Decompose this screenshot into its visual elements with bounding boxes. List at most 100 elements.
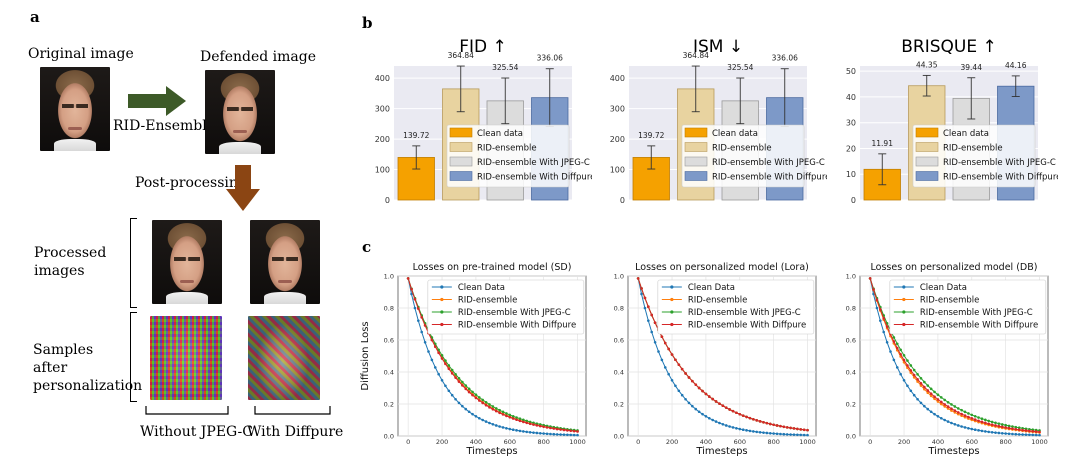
bar-value-label: 11.91 — [872, 139, 894, 148]
legend-marker — [902, 310, 906, 314]
series-point — [576, 430, 579, 433]
series-point — [525, 419, 529, 423]
series-point — [1000, 431, 1004, 435]
series-point — [895, 366, 899, 369]
series-point — [1014, 425, 1018, 429]
series-point — [950, 407, 953, 410]
series-point — [447, 364, 451, 367]
series-point — [694, 407, 698, 411]
y-tick-label: 0.0 — [846, 433, 856, 441]
series-point — [1014, 427, 1018, 431]
series-point — [694, 383, 698, 386]
y-tick-label: 0.4 — [846, 369, 856, 377]
bar-value-label: 139.72 — [638, 131, 664, 140]
series-point — [990, 430, 994, 434]
series-point — [647, 319, 650, 322]
series-point — [714, 400, 718, 403]
series-point — [1004, 432, 1007, 435]
series-point — [984, 421, 987, 425]
series-point — [650, 330, 654, 334]
legend-swatch — [449, 127, 473, 138]
series-point — [735, 411, 738, 415]
series-point — [674, 358, 677, 362]
series-point — [902, 354, 906, 357]
defended-face-image — [205, 70, 275, 154]
series-point — [882, 317, 886, 320]
series-point — [926, 391, 930, 395]
series-point — [704, 392, 708, 396]
series-point — [440, 357, 444, 360]
x-tick-label: 0 — [406, 438, 410, 446]
series-point — [1017, 426, 1021, 430]
legend-marker — [440, 297, 444, 302]
series-point — [936, 415, 940, 418]
series-point — [990, 420, 994, 424]
legend-marker — [902, 297, 906, 302]
series-point — [562, 433, 566, 436]
y-tick-label: 200 — [610, 135, 625, 144]
series-point — [552, 427, 556, 430]
chart-title: Losses on personalized model (DB) — [871, 262, 1038, 273]
series-point — [515, 429, 518, 432]
series-point — [498, 411, 501, 415]
series-point — [789, 426, 792, 430]
series-point — [1000, 425, 1004, 429]
series-point — [481, 418, 484, 422]
legend-label: RID-ensemble With JPEG-C — [688, 308, 801, 318]
processed-images-bracket — [130, 218, 137, 308]
series-point — [488, 421, 491, 425]
series-point — [799, 433, 803, 437]
y-tick-label: 1.0 — [614, 273, 624, 281]
legend-label: Clean data — [477, 129, 523, 139]
series-point — [505, 414, 508, 418]
series-point — [967, 415, 970, 419]
series-point — [494, 409, 498, 413]
series-point — [447, 389, 451, 393]
series-point — [953, 409, 957, 412]
series-point — [892, 340, 896, 343]
legend-label: Clean Data — [920, 283, 967, 293]
series-point — [667, 372, 670, 376]
series-point — [997, 431, 1001, 435]
series-point — [433, 345, 437, 348]
legend-label: RID-ensemble With Diffpure — [943, 173, 1058, 183]
series-point — [1017, 433, 1021, 436]
series-point — [454, 376, 457, 379]
series-point — [933, 395, 936, 398]
series-point — [872, 288, 875, 291]
series-point — [994, 424, 997, 427]
series-point — [956, 407, 960, 410]
series-point — [1021, 428, 1024, 432]
series-point — [498, 425, 501, 428]
series-point — [973, 418, 977, 421]
series-point — [1007, 424, 1011, 428]
series-point — [892, 336, 896, 339]
bottom-brackets — [145, 406, 331, 415]
series-point — [1017, 428, 1021, 431]
series-point — [919, 384, 923, 387]
series-point — [549, 426, 552, 430]
series-point — [939, 416, 943, 420]
series-point — [1028, 433, 1031, 437]
series-point — [984, 430, 987, 433]
series-point — [994, 431, 997, 434]
series-point — [660, 335, 664, 339]
series-point — [636, 277, 640, 280]
series-point — [494, 407, 498, 410]
series-point — [1004, 423, 1007, 427]
series-point — [963, 414, 967, 417]
legend-marker — [902, 285, 906, 289]
series-point — [963, 426, 967, 429]
legend-marker — [670, 310, 674, 314]
series-point — [454, 397, 457, 401]
series-point — [943, 405, 946, 408]
y-tick-label: 0.4 — [614, 369, 624, 377]
series-point — [647, 305, 650, 309]
series-point — [755, 430, 759, 434]
y-tick-label: 0 — [851, 196, 856, 205]
series-point — [909, 389, 913, 393]
series-point — [437, 348, 440, 352]
series-point — [926, 407, 930, 411]
series-point — [653, 341, 657, 344]
series-point — [882, 330, 886, 334]
